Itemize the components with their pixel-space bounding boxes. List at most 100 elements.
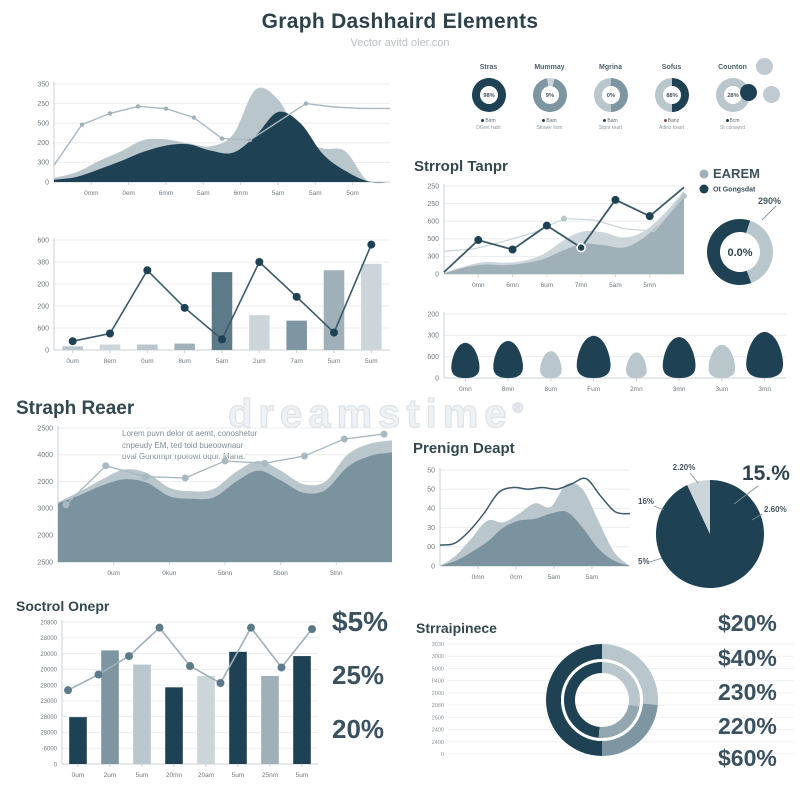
- line-dot: [508, 245, 517, 254]
- x-tick: 6mm: [233, 190, 247, 197]
- med-area: [440, 511, 630, 566]
- ring-inner-segment: [602, 662, 640, 707]
- bar: [286, 320, 307, 350]
- legend-dot: [663, 119, 667, 123]
- legend-line1: Birm: [458, 118, 519, 124]
- line-dot: [308, 625, 316, 634]
- x-tick: 5um: [232, 772, 245, 779]
- x-tick: 5om: [346, 190, 359, 197]
- legend-line1: Banz: [641, 118, 702, 124]
- egg: [626, 352, 647, 378]
- donut-center-value: 0.0%: [727, 247, 752, 259]
- line-dot: [292, 292, 301, 301]
- bar: [165, 687, 183, 764]
- y-tick: 0: [45, 347, 49, 354]
- y-tick: 600: [37, 325, 49, 332]
- watermark-text: dreamstime: [227, 391, 513, 436]
- donut-segment: [671, 78, 689, 112]
- med-area: [58, 452, 392, 562]
- line-dot: [301, 452, 308, 460]
- chart-annotation: Lorem puvn delor ot aemt, conoshetur cnp…: [122, 429, 258, 462]
- watermark: dreamstime®: [227, 391, 523, 437]
- y-tick: 3000: [432, 654, 444, 660]
- y-tick: 28000: [40, 731, 57, 737]
- legend-line1: Bam: [580, 118, 641, 124]
- double-ring-donut: 3030 3000 5000 8400 2000 2080 2600 2400 2400 0: [432, 642, 794, 758]
- bar: [229, 651, 247, 764]
- ring-outer-segment: [546, 644, 602, 756]
- y-tick: 600: [427, 219, 439, 226]
- x-tick: 5am: [609, 282, 622, 289]
- donut-segment: [610, 78, 628, 112]
- donut-center-value: 9%: [545, 93, 553, 99]
- y-tick: 380: [37, 259, 49, 266]
- mini-donut-cell: Sofus 88% Banz Adinz toaet: [641, 64, 702, 131]
- line-dot: [218, 335, 226, 344]
- y-tick: 0: [435, 375, 439, 382]
- bar: [101, 650, 119, 764]
- y-tick: 350: [37, 81, 49, 88]
- mini-donut-title: Mgrina: [599, 64, 622, 71]
- x-tick: 0kun: [162, 570, 176, 577]
- x-tick: 5um: [328, 358, 341, 365]
- pie-label-line: [649, 557, 663, 563]
- y-tick: 8400: [432, 679, 444, 685]
- legend-line2: Stpnr teart: [598, 125, 623, 131]
- x-tick: 0cm: [510, 574, 522, 581]
- gray-area: [444, 193, 684, 274]
- pie-label-left: 16%: [638, 497, 654, 506]
- callout-label: 290%: [758, 196, 781, 206]
- legend-label: EAREM: [713, 166, 760, 181]
- mini-donut-title: Sofus: [661, 64, 682, 71]
- line-dot: [247, 137, 253, 143]
- soctrol-chart-block: 20800 28000 20000 20000 28000 23000 28000 28000…: [12, 614, 328, 794]
- bar-line-chart: 600 380 200 200 600 0 0um 8em 0um 8um 5am 2um 7am 5um…: [37, 237, 390, 365]
- x-tick: 8um: [545, 386, 558, 393]
- line-dot: [277, 663, 286, 672]
- dark-line: [443, 186, 685, 273]
- ring-label: 220%: [718, 713, 777, 739]
- bar-line-chart-block: 600 380 200 200 600 0 0um 8em 0um 8um 5am 2um 7am 5um…: [12, 230, 402, 382]
- bar: [361, 263, 382, 350]
- prenign-chart-block: 50 50 40 30 00 0 0mn 0cm 5am 5am: [410, 464, 638, 590]
- x-tick: 5am: [309, 190, 322, 197]
- line-dot: [142, 473, 149, 481]
- pie-label-right: 2.60%: [764, 505, 787, 514]
- mini-donut-cell: Mgrina 0% Bam Stpnr teart: [580, 64, 641, 131]
- donut-segment: [746, 220, 773, 284]
- earem-block: EAREM Ot Gongsdat 290% 0.0%: [692, 162, 798, 300]
- x-tick: 5am: [586, 574, 599, 581]
- x-tick: 5mn: [643, 282, 656, 289]
- legend-line2: Adinz toaet: [658, 125, 685, 131]
- big-label: $5%: [332, 606, 389, 637]
- x-tick: 0mn: [472, 574, 485, 581]
- y-tick: 0: [45, 179, 49, 186]
- y-tick: 200: [37, 303, 49, 310]
- egg: [451, 342, 480, 378]
- x-tick: 3mn: [758, 386, 771, 393]
- line-dot: [576, 242, 586, 253]
- x-tick: 20am: [198, 772, 214, 779]
- y-tick: 2080: [432, 703, 444, 709]
- y-tick: 2600: [432, 715, 444, 721]
- line-dot: [247, 623, 255, 632]
- bar: [133, 664, 151, 764]
- x-tick: 25nm: [262, 772, 278, 779]
- x-tick: 7am: [290, 358, 303, 365]
- line-dot: [219, 136, 225, 141]
- legend-dot: [542, 119, 546, 123]
- x-tick: 2um: [104, 772, 117, 779]
- x-tick: 5bnn: [218, 570, 233, 577]
- chart-title-prenign: Prenign Deapt: [413, 440, 515, 457]
- chart-title-strropl: Strropl Tanpr: [414, 158, 508, 175]
- line-dot: [303, 101, 309, 106]
- line-dot: [155, 623, 164, 632]
- x-tick: 6um: [541, 282, 554, 289]
- y-tick: 250: [427, 183, 439, 190]
- donut-center-value: 98%: [483, 93, 495, 99]
- y-tick: 28000: [40, 683, 57, 689]
- ring-label: $40%: [718, 645, 777, 671]
- egg: [746, 331, 784, 378]
- pie-label-big: 15.%: [742, 462, 790, 485]
